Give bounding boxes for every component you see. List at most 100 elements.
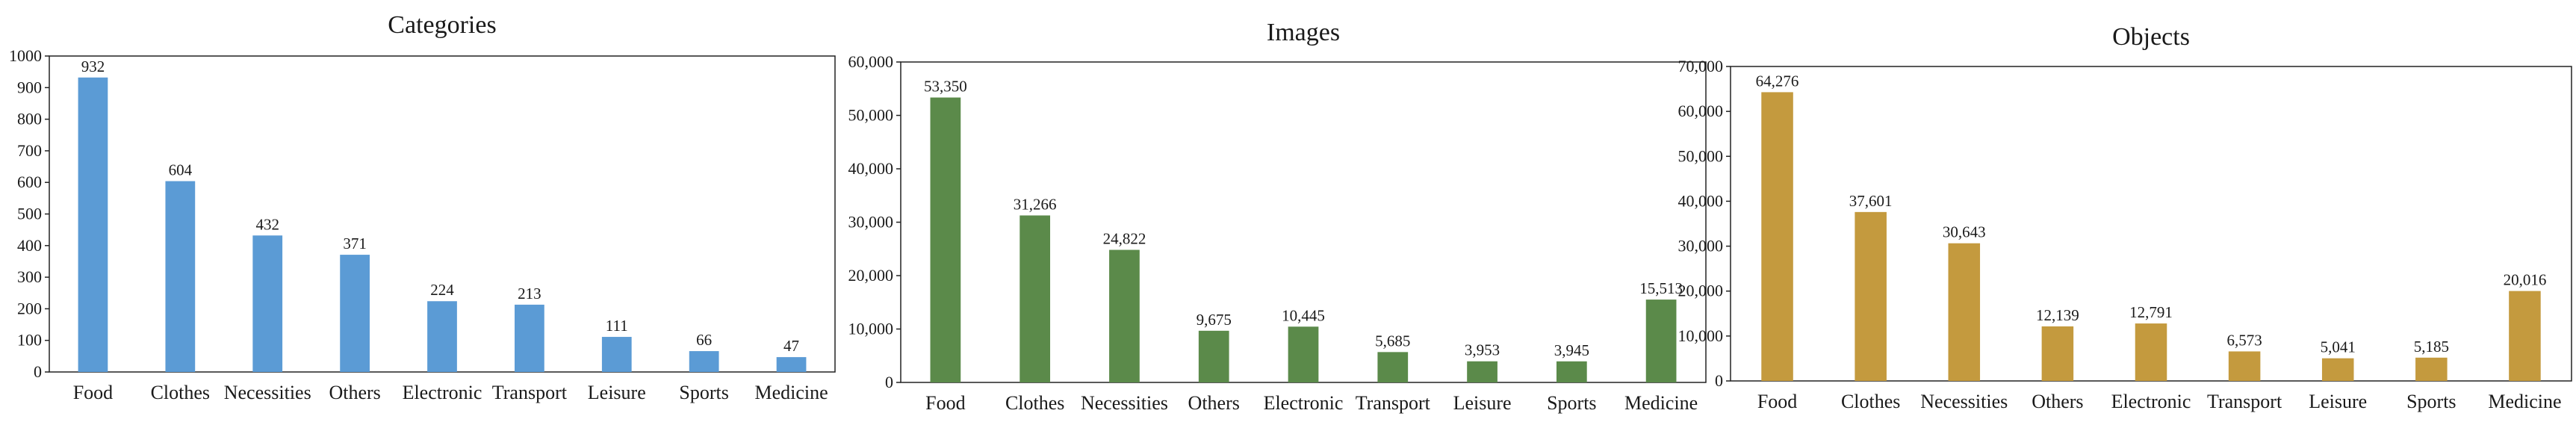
y-tick-label: 500 bbox=[17, 205, 42, 223]
y-tick-label: 30,000 bbox=[848, 213, 894, 232]
x-category-label: Food bbox=[73, 382, 113, 403]
x-category-label: Sports bbox=[2406, 391, 2456, 412]
bar-necessities bbox=[1948, 243, 1981, 381]
x-category-label: Necessities bbox=[1920, 391, 2008, 412]
bar-data-label: 20,016 bbox=[2504, 271, 2547, 289]
y-tick-label: 20,000 bbox=[1678, 282, 1724, 300]
x-category-label: Clothes bbox=[1005, 392, 1064, 414]
y-tick-label: 30,000 bbox=[1678, 237, 1724, 255]
x-category-label: Necessities bbox=[224, 382, 311, 403]
x-category-label: Clothes bbox=[1841, 391, 1900, 412]
bar-data-label: 31,266 bbox=[1014, 195, 1057, 213]
bar-data-label: 5,185 bbox=[2414, 338, 2449, 356]
chart-title: Objects bbox=[2112, 23, 2190, 51]
chart-title: Images bbox=[1267, 19, 1340, 46]
y-tick-label: 900 bbox=[17, 78, 42, 96]
x-category-label: Sports bbox=[679, 382, 728, 403]
bar-data-label: 213 bbox=[518, 285, 541, 303]
x-category-label: Sports bbox=[1547, 392, 1596, 414]
bar-data-label: 224 bbox=[430, 281, 454, 299]
x-category-label: Clothes bbox=[151, 382, 210, 403]
bar-data-label: 3,953 bbox=[1465, 341, 1500, 359]
chart-title: Categories bbox=[388, 11, 496, 39]
x-category-label: Electronic bbox=[1264, 392, 1344, 414]
x-category-label: Medicine bbox=[1624, 392, 1698, 414]
y-tick-label: 400 bbox=[17, 236, 42, 255]
bar-sports bbox=[1556, 361, 1587, 382]
bar-sports bbox=[689, 351, 719, 372]
bar-food bbox=[1761, 92, 1793, 381]
y-tick-label: 800 bbox=[17, 110, 42, 128]
y-tick-label: 0 bbox=[34, 362, 42, 381]
x-category-label: Leisure bbox=[1453, 392, 1512, 414]
bar-data-label: 111 bbox=[606, 317, 628, 335]
bar-data-label: 30,643 bbox=[1943, 223, 1986, 241]
bar-data-label: 932 bbox=[81, 58, 105, 75]
bar-others bbox=[1198, 330, 1229, 382]
bar-others bbox=[340, 255, 370, 372]
x-category-label: Food bbox=[925, 392, 965, 414]
bar-electronic bbox=[2135, 323, 2167, 381]
bar-medicine bbox=[776, 357, 807, 372]
x-category-label: Electronic bbox=[403, 382, 482, 403]
y-tick-label: 20,000 bbox=[848, 266, 894, 285]
bar-transport bbox=[515, 304, 544, 372]
bar-data-label: 5,685 bbox=[1375, 332, 1410, 350]
chart-1: Images 0 10,000 20,000 30,000 40,000 50,000 60,… bbox=[848, 19, 1707, 414]
x-category-label: Electronic bbox=[2111, 391, 2191, 412]
bar-medicine bbox=[2509, 291, 2541, 381]
chart-0: Categories 0 100 200 300 400 500 600 700 800 900 10… bbox=[9, 11, 836, 403]
x-category-label: Food bbox=[1757, 391, 1797, 412]
y-tick-label: 40,000 bbox=[1678, 191, 1724, 210]
y-tick-label: 100 bbox=[17, 331, 42, 350]
y-tick-label: 0 bbox=[1715, 371, 1723, 390]
y-tick-label: 10,000 bbox=[1678, 326, 1724, 345]
bar-electronic bbox=[427, 301, 457, 372]
bar-data-label: 53,350 bbox=[924, 78, 967, 96]
bar-others bbox=[2041, 326, 2074, 381]
x-category-label: Transport bbox=[492, 382, 568, 403]
bar-transport bbox=[2228, 351, 2261, 381]
bar-data-label: 12,791 bbox=[2129, 303, 2173, 321]
bar-data-label: 604 bbox=[169, 161, 193, 179]
bar-data-label: 24,822 bbox=[1103, 230, 1146, 248]
bar-data-label: 15,513 bbox=[1639, 279, 1683, 297]
x-category-label: Necessities bbox=[1081, 392, 1168, 414]
y-tick-label: 70,000 bbox=[1678, 57, 1724, 75]
bar-clothes bbox=[165, 181, 196, 372]
x-category-label: Others bbox=[2032, 391, 2083, 412]
bar-data-label: 47 bbox=[783, 337, 799, 355]
x-category-label: Others bbox=[329, 382, 380, 403]
bar-data-label: 37,601 bbox=[1849, 192, 1893, 210]
x-category-label: Others bbox=[1188, 392, 1240, 414]
bar-leisure bbox=[2321, 358, 2354, 381]
y-tick-label: 0 bbox=[885, 373, 893, 391]
y-tick-label: 700 bbox=[17, 141, 42, 160]
x-category-label: Transport bbox=[1356, 392, 1431, 414]
y-tick-label: 300 bbox=[17, 267, 42, 286]
bar-data-label: 432 bbox=[255, 215, 279, 233]
y-tick-label: 10,000 bbox=[848, 320, 894, 338]
bar-data-label: 6,573 bbox=[2226, 331, 2262, 349]
bar-data-label: 12,139 bbox=[2036, 306, 2079, 324]
bar-leisure bbox=[601, 337, 632, 372]
y-tick-label: 60,000 bbox=[1678, 102, 1724, 120]
bar-food bbox=[930, 97, 961, 383]
y-tick-label: 200 bbox=[17, 299, 42, 317]
bar-medicine bbox=[1645, 300, 1677, 382]
x-category-label: Medicine bbox=[754, 382, 828, 403]
bar-leisure bbox=[1467, 361, 1498, 382]
y-tick-label: 50,000 bbox=[848, 106, 894, 125]
x-category-label: Transport bbox=[2207, 391, 2282, 412]
bar-data-label: 10,445 bbox=[1282, 306, 1325, 324]
bar-clothes bbox=[1855, 211, 1887, 381]
bar-data-label: 64,276 bbox=[1756, 72, 1799, 90]
y-tick-label: 60,000 bbox=[848, 52, 894, 71]
x-category-label: Leisure bbox=[2309, 391, 2367, 412]
bar-food bbox=[78, 77, 108, 372]
bar-electronic bbox=[1288, 326, 1319, 382]
x-category-label: Medicine bbox=[2488, 391, 2561, 412]
chart-2: Objects 0 10,000 20,000 30,000 40,000 50,000 60… bbox=[1678, 23, 2572, 412]
bar-transport bbox=[1377, 352, 1409, 382]
